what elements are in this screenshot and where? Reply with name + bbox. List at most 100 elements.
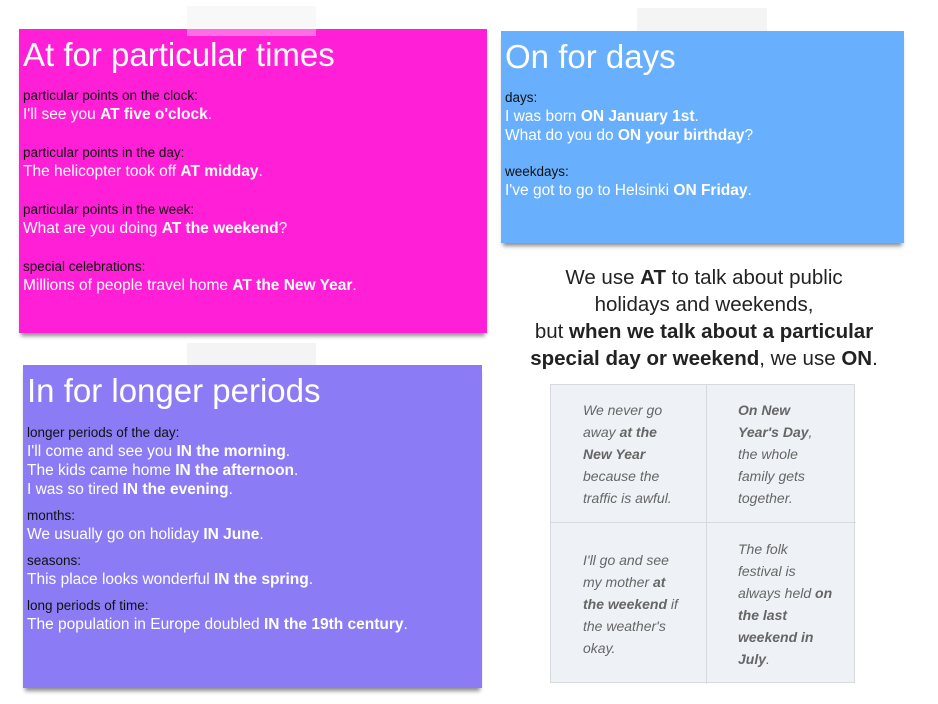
text-segment: The kids came home	[27, 462, 176, 479]
bold-segment: AT the weekend	[161, 220, 279, 237]
text-line: I was so tired IN the evening.	[27, 480, 482, 499]
text-segment: ?	[278, 220, 288, 237]
text-segment: This place looks wonderful	[27, 571, 214, 588]
text-segment: holidays and weekends,	[594, 293, 814, 316]
text-line: my mother at	[583, 571, 706, 593]
bold-segment: On New	[738, 401, 791, 418]
text-segment: together.	[738, 489, 793, 506]
bold-segment: when we talk about a particular	[569, 320, 874, 343]
text-segment: .	[872, 347, 878, 370]
text-segment: to talk about public	[665, 266, 843, 289]
text-segment: I've got to go to Helsinki	[505, 182, 674, 199]
text-line: together.	[738, 487, 856, 509]
card-sections: particular points on the clock: I'll see …	[23, 87, 487, 295]
tape	[187, 6, 316, 36]
text-line: What are you doing AT the weekend?	[23, 219, 487, 238]
text-segment: I was born	[505, 108, 581, 125]
text-segment: .	[694, 108, 699, 125]
text-segment: ,	[808, 423, 813, 440]
text-line: This place looks wonderful IN the spring…	[27, 570, 482, 589]
text-line: weekend in	[738, 626, 856, 648]
text-segment: away	[583, 423, 620, 440]
text-line: The kids came home IN the afternoon.	[27, 461, 482, 480]
card-sections: longer periods of the day: I'll come and …	[27, 424, 482, 634]
text-line: We use AT to talk about public	[488, 264, 920, 291]
text-segment: What do you do	[505, 127, 618, 144]
section: days: I was born ON January 1st. What do y…	[505, 89, 904, 145]
text-line: the last	[738, 604, 856, 626]
text-segment: .	[207, 106, 212, 123]
bold-segment: AT	[640, 266, 666, 289]
text-segment: the weather's	[583, 617, 666, 634]
text-line: but when we talk about a particular	[488, 318, 920, 345]
bold-segment: ON January 1st	[580, 108, 695, 125]
section-label: longer periods of the day:	[27, 425, 180, 440]
section-label: seasons:	[27, 553, 82, 568]
card-title: At for particular times	[23, 36, 335, 73]
explanation-note: We use AT to talk about public holidays a…	[488, 264, 920, 372]
bold-segment: IN the evening	[122, 481, 229, 498]
text-line: the weekend if	[583, 593, 706, 615]
bold-segment: ON your birthday	[617, 127, 745, 144]
text-line: family gets	[738, 465, 856, 487]
example-cell: The folk festival is always held on the las…	[707, 523, 856, 684]
text-segment: I was so tired	[27, 481, 123, 498]
bold-segment: at	[653, 573, 666, 590]
bold-segment: New Year	[583, 445, 646, 462]
section-label: weekdays:	[505, 164, 569, 179]
section: particular points in the day: The helicop…	[23, 144, 487, 181]
text-segment: We usually go on holiday	[27, 526, 204, 543]
text-line: I'll see you AT five o'clock.	[23, 105, 487, 124]
text-line: I'll come and see you IN the morning.	[27, 442, 482, 461]
text-segment: , we use	[759, 347, 842, 370]
section: special celebrations: Millions of people …	[23, 258, 487, 295]
examples-table: We never go away at the New Year because th…	[550, 384, 856, 684]
section-label: particular points on the clock:	[23, 88, 198, 103]
text-line: special day or weekend, we use ON.	[488, 345, 920, 372]
section-label: long periods of time:	[27, 598, 149, 613]
bold-segment: special day or weekend	[530, 347, 760, 370]
bold-segment: ON	[841, 347, 873, 370]
section: months: We usually go on holiday IN June.	[27, 507, 482, 544]
text-segment: .	[308, 571, 314, 588]
text-segment: Millions of people travel home	[23, 277, 233, 294]
text-segment: We use	[565, 266, 641, 289]
text-segment: okay.	[583, 639, 616, 656]
text-line: What do you do ON your birthday?	[505, 126, 904, 145]
text-segment: traffic is awful.	[583, 489, 672, 506]
text-segment: I'll go and see	[583, 551, 669, 568]
text-segment: .	[294, 462, 299, 479]
text-segment: .	[352, 277, 357, 294]
bold-segment: Year's Day	[738, 423, 809, 440]
text-line: the whole	[738, 443, 856, 465]
section-label: particular points in the day:	[23, 145, 185, 160]
text-line: Year's Day,	[738, 421, 856, 443]
text-line: I was born ON January 1st.	[505, 107, 904, 126]
text-segment: The folk	[738, 540, 788, 557]
bold-segment: IN the morning	[176, 443, 286, 460]
bold-segment: the last	[738, 606, 788, 623]
section-label: months:	[27, 508, 76, 523]
text-line: holidays and weekends,	[488, 291, 920, 318]
bold-segment: AT five o'clock	[100, 106, 208, 123]
card-title: On for days	[505, 38, 676, 75]
bold-segment: IN the spring	[213, 571, 309, 588]
card-title: In for longer periods	[27, 372, 321, 409]
section: weekdays: I've got to go to Helsinki ON F…	[505, 163, 904, 200]
bold-segment: ON Friday	[673, 182, 748, 199]
bold-segment: IN the afternoon	[175, 462, 295, 479]
text-line: the weather's	[583, 615, 706, 637]
text-segment: .	[258, 163, 263, 180]
card-sections: days: I was born ON January 1st. What do y…	[505, 89, 904, 200]
section: long periods of time: The population in E…	[27, 597, 482, 634]
text-segment: .	[766, 650, 770, 667]
card-at-particular-times: At for particular times particular point…	[19, 29, 487, 333]
text-line: okay.	[583, 637, 706, 659]
text-line: New Year	[583, 443, 706, 465]
text-line: Millions of people travel home AT the Ne…	[23, 276, 487, 295]
example-cell: On New Year's Day, the whole family gets tog…	[707, 385, 856, 523]
text-segment: ?	[744, 127, 754, 144]
text-segment: .	[403, 616, 408, 633]
text-segment: .	[285, 443, 291, 460]
bold-segment: IN June	[203, 526, 260, 543]
